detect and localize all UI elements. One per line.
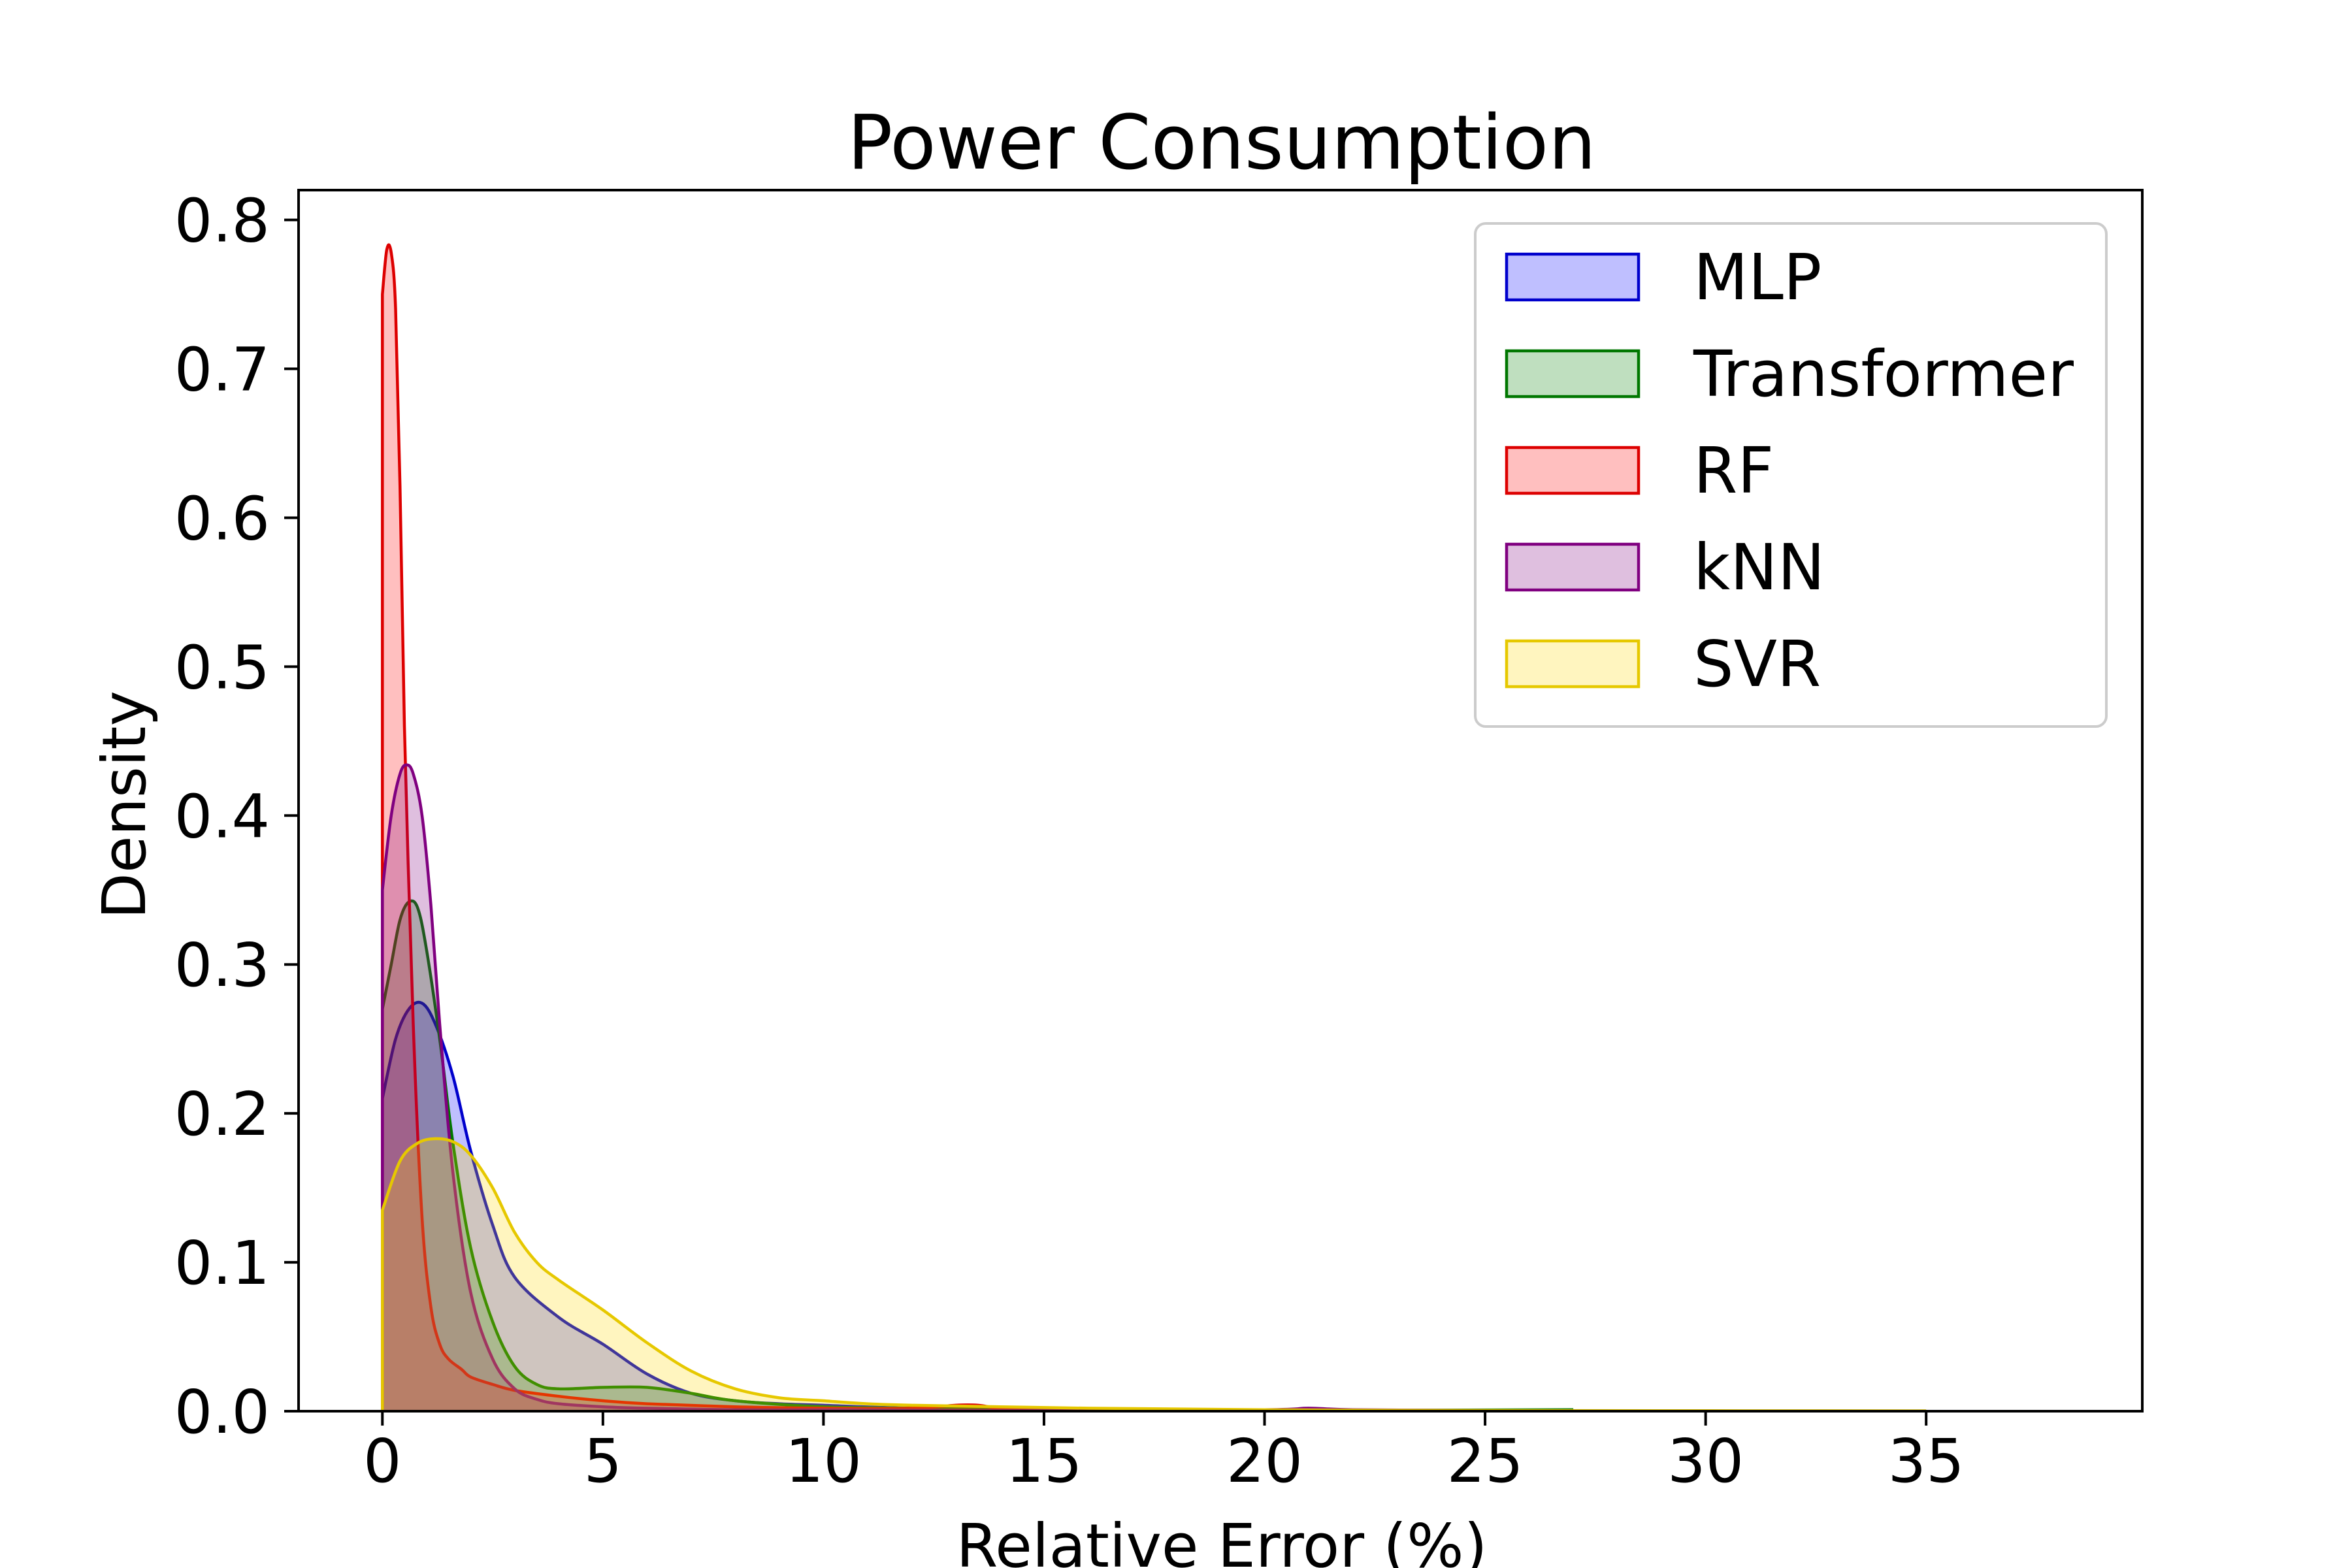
y-tick-label: 0.2	[174, 1079, 270, 1149]
legend-item-svr: SVR	[1505, 627, 1821, 701]
x-axis: 0 5 10 15 20 25 30 35	[363, 1411, 1965, 1496]
y-tick-label: 0.5	[174, 632, 270, 702]
legend-label: Transformer	[1693, 337, 2074, 411]
y-axis-label: Density	[90, 691, 159, 919]
y-tick-label: 0.7	[174, 335, 270, 405]
y-tick-label: 0.8	[174, 186, 270, 256]
series-area-mlp	[382, 1002, 1486, 1411]
legend-label: RF	[1693, 434, 1774, 508]
x-axis-label: Relative Error (%)	[956, 1511, 1488, 1568]
y-tick-label: 0.1	[174, 1228, 270, 1298]
x-tick-label: 0	[363, 1426, 402, 1496]
legend-swatch	[1505, 639, 1641, 689]
y-tick-label: 0.0	[174, 1377, 270, 1447]
y-tick-label: 0.4	[174, 781, 270, 851]
legend-item-mlp: MLP	[1505, 240, 1821, 314]
y-tick-label: 0.3	[174, 930, 270, 1000]
legend-item-knn: kNN	[1505, 531, 1825, 604]
legend-swatch	[1505, 542, 1641, 592]
series-area-svr	[382, 1138, 1927, 1411]
legend-swatch	[1505, 349, 1641, 399]
y-tick-label: 0.6	[174, 483, 270, 553]
y-axis: 0.0 0.1 0.2 0.3 0.4 0.5 0.6 0.7 0.8	[174, 186, 299, 1447]
x-tick-label: 15	[1005, 1426, 1082, 1496]
chart-title: Power Consumption	[847, 99, 1596, 187]
x-tick-label: 10	[785, 1426, 862, 1496]
legend-items: MLP Transformer RF kNN SVR	[1505, 240, 2074, 701]
series-area-transformer	[382, 900, 1574, 1411]
x-tick-label: 20	[1226, 1426, 1303, 1496]
legend-box	[1474, 222, 2108, 728]
legend-item-transformer: Transformer	[1505, 337, 2074, 411]
legend-item-rf: RF	[1505, 434, 1774, 508]
legend-swatch	[1505, 446, 1641, 495]
x-tick-label: 35	[1888, 1426, 1965, 1496]
x-tick-label: 5	[584, 1426, 623, 1496]
x-tick-label: 25	[1447, 1426, 1524, 1496]
legend-swatch	[1505, 252, 1641, 302]
legend-label: kNN	[1693, 531, 1825, 604]
legend-label: SVR	[1693, 627, 1821, 701]
x-tick-label: 30	[1667, 1426, 1744, 1496]
legend-label: MLP	[1693, 240, 1821, 314]
legend: MLP Transformer RF kNN SVR	[1474, 222, 2108, 728]
plot-frame	[297, 189, 2144, 1413]
